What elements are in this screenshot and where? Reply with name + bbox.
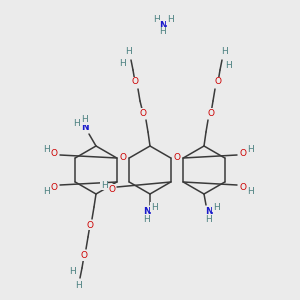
Text: H: H — [74, 119, 80, 128]
Text: H: H — [43, 188, 50, 196]
Text: O: O — [109, 184, 116, 194]
Text: H: H — [75, 280, 81, 290]
Text: O: O — [239, 184, 247, 193]
Text: H: H — [153, 16, 159, 25]
Text: O: O — [214, 77, 221, 86]
Text: O: O — [208, 109, 214, 118]
Text: H: H — [213, 202, 219, 211]
Text: N: N — [81, 124, 89, 133]
Text: H: H — [151, 202, 158, 211]
Text: H: H — [248, 188, 254, 196]
Text: H: H — [82, 116, 88, 124]
Text: H: H — [144, 215, 150, 224]
Text: H: H — [248, 146, 254, 154]
Text: H: H — [43, 146, 50, 154]
Text: H: H — [167, 16, 173, 25]
Text: H: H — [206, 215, 212, 224]
Text: O: O — [239, 148, 247, 158]
Text: O: O — [140, 109, 146, 118]
Text: H: H — [124, 47, 131, 56]
Text: H: H — [222, 47, 228, 56]
Text: O: O — [131, 77, 139, 86]
Text: N: N — [205, 208, 213, 217]
Text: O: O — [50, 148, 58, 158]
Text: H: H — [160, 28, 167, 37]
Text: O: O — [80, 251, 88, 260]
Text: H: H — [120, 59, 126, 68]
Text: H: H — [225, 61, 231, 70]
Text: N: N — [143, 208, 151, 217]
Text: O: O — [50, 184, 58, 193]
Text: O: O — [119, 154, 127, 163]
Text: N: N — [159, 20, 167, 29]
Text: O: O — [86, 220, 94, 230]
Text: O: O — [173, 154, 181, 163]
Text: H: H — [100, 181, 107, 190]
Text: H: H — [70, 268, 76, 277]
